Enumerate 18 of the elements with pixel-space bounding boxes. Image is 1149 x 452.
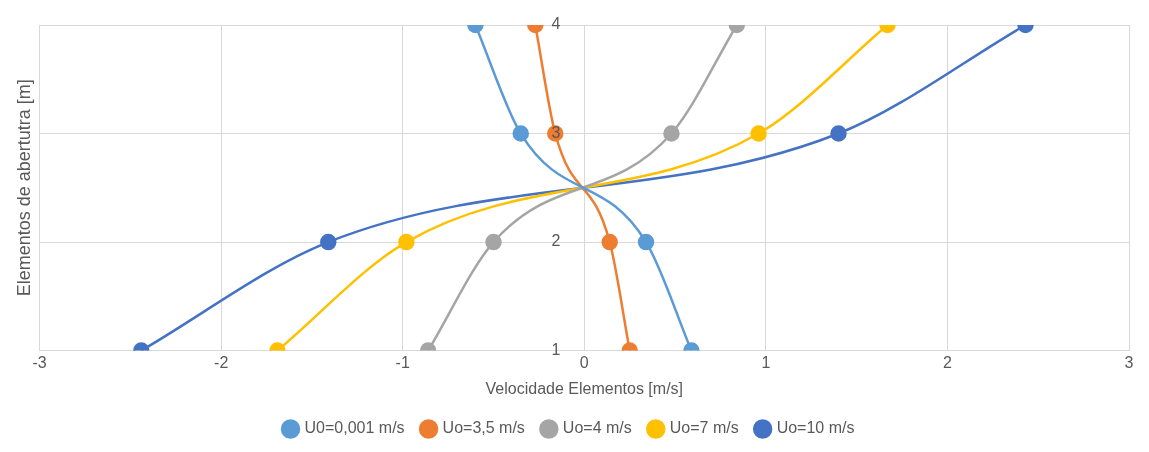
- y-axis-title: Elementos de abertutra [m]: [13, 79, 34, 297]
- legend-label: Uo=3,5 m/s: [442, 419, 525, 437]
- x-tick-label: 0: [579, 353, 589, 371]
- y-tick-label: 4: [551, 15, 561, 33]
- y-tick-label: 2: [551, 232, 561, 250]
- legend-label: Uo=7 m/s: [669, 419, 739, 437]
- y-tick-label: 3: [551, 123, 561, 141]
- legend-label: U0=0,001 m/s: [304, 419, 405, 437]
- x-tick-label: -3: [32, 353, 47, 371]
- x-tick-label: 2: [942, 353, 952, 371]
- x-tick-label: 1: [761, 353, 771, 371]
- x-tick-label: -2: [214, 353, 229, 371]
- x-tick-label: -1: [395, 353, 410, 371]
- x-axis-title: Velocidade Elementos [m/s]: [485, 379, 684, 397]
- x-tick-label: 3: [1124, 353, 1134, 371]
- legend-label: Uo=10 m/s: [776, 419, 855, 437]
- y-tick-label: 1: [551, 341, 561, 359]
- legend-label: Uo=4 m/s: [562, 419, 632, 437]
